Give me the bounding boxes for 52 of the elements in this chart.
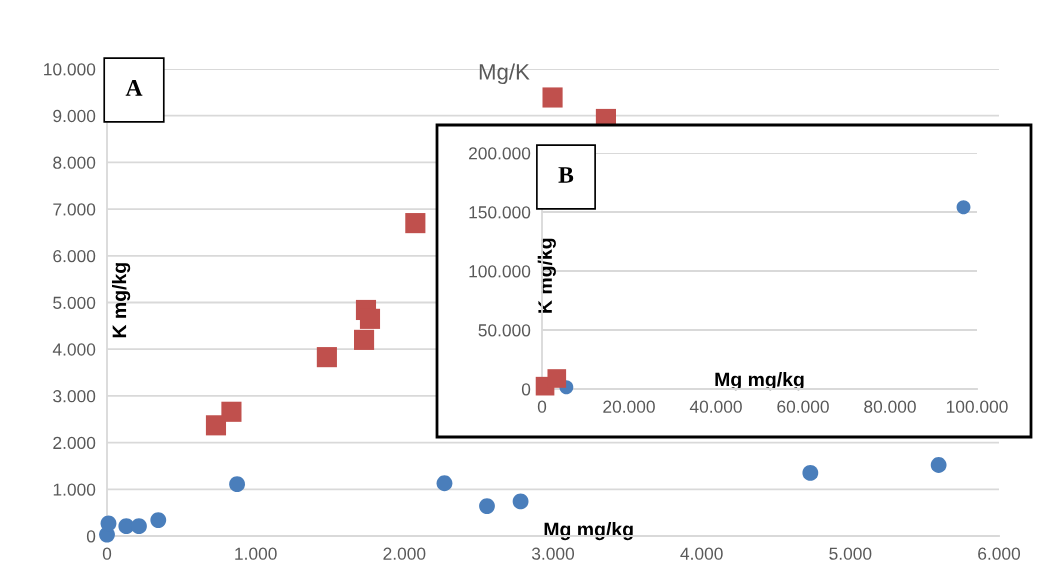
x-tick-label: 60.000 bbox=[777, 400, 829, 413]
point bbox=[956, 200, 971, 215]
y-tick-label: 0 bbox=[521, 383, 531, 396]
annotation: B bbox=[558, 167, 574, 183]
point bbox=[229, 476, 245, 493]
point bbox=[316, 347, 337, 368]
x-tick-label: 4.000 bbox=[680, 547, 723, 560]
x-tick-label: 0 bbox=[102, 547, 112, 560]
x-tick-label: 3.000 bbox=[531, 547, 575, 560]
x-tick-label: 5.000 bbox=[829, 547, 872, 560]
point bbox=[205, 415, 227, 436]
y-tick-label: 50.000 bbox=[478, 324, 531, 337]
point bbox=[802, 465, 819, 481]
chart-title: Mg/K bbox=[479, 63, 530, 85]
x-tick-label: 20.000 bbox=[603, 400, 655, 413]
y-tick-label: 150.000 bbox=[469, 206, 531, 219]
y-tick-label: 200.000 bbox=[469, 147, 531, 160]
y-tick-label: 1.000 bbox=[53, 483, 96, 496]
y-axis-title: K mg/kg bbox=[537, 238, 556, 313]
x-tick-label: 0 bbox=[537, 400, 547, 413]
x-tick-label: 1.000 bbox=[235, 547, 277, 560]
point bbox=[405, 213, 426, 234]
point bbox=[479, 498, 495, 515]
y-tick-label: 7.000 bbox=[53, 203, 96, 216]
x-tick-label: 2.000 bbox=[383, 547, 426, 560]
y-tick-label: 2.000 bbox=[53, 436, 96, 450]
point bbox=[930, 457, 947, 473]
y-tick-label: 4.000 bbox=[52, 343, 96, 356]
x-tick-label: 100.000 bbox=[946, 400, 1008, 413]
point bbox=[100, 515, 117, 532]
y-tick-label: 100.000 bbox=[469, 265, 531, 278]
point bbox=[221, 401, 242, 422]
y-tick-label: 10.000 bbox=[44, 63, 96, 76]
point bbox=[131, 518, 147, 535]
annotation: A bbox=[125, 80, 143, 96]
point bbox=[436, 475, 453, 492]
point bbox=[512, 493, 529, 510]
y-axis-title: K mg/kg bbox=[111, 263, 131, 338]
point bbox=[542, 87, 563, 108]
point bbox=[359, 308, 381, 329]
point bbox=[150, 512, 167, 529]
y-tick-label: 0 bbox=[86, 530, 96, 543]
y-tick-label: 3.000 bbox=[53, 390, 96, 403]
x-tick-label: 80.000 bbox=[864, 400, 916, 413]
point bbox=[547, 369, 567, 388]
point bbox=[353, 329, 375, 350]
y-tick-label: 8.000 bbox=[53, 156, 96, 169]
y-tick-label: 5.000 bbox=[53, 296, 96, 309]
y-tick-label: 6.000 bbox=[53, 249, 96, 263]
x-tick-label: 6.000 bbox=[978, 547, 1021, 560]
y-tick-label: 9.000 bbox=[53, 109, 96, 123]
x-tick-label: 40.000 bbox=[689, 400, 742, 413]
